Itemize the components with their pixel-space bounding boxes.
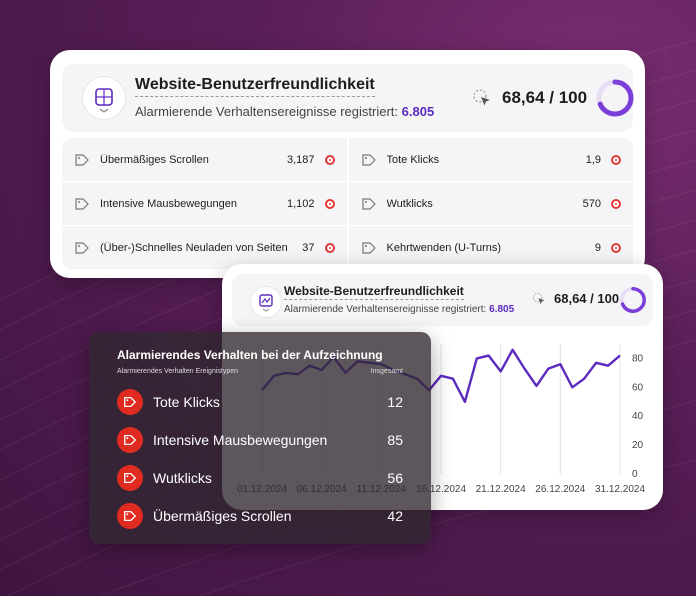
tag-icon [117,427,143,453]
metrics-row: Übermäßiges Scrollen 3,187 Tote Klicks 1… [62,138,633,182]
score-ring [620,287,646,313]
tag-icon [117,389,143,415]
y-tick-label: 0 [632,469,638,480]
behavior-label: Wutklicks [153,470,212,486]
metric-dead-clicks[interactable]: Tote Klicks 1,9 [346,138,633,182]
metric-excessive-scrolling[interactable]: Übermäßiges Scrollen 3,187 [62,138,347,182]
tag-icon [75,153,89,166]
column-header-total: Insgesamt [370,368,403,375]
metric-label: (Über-)Schnelles Neuladen von Seiten [100,241,288,254]
alert-dot-icon [324,198,335,209]
alert-dot-icon [611,242,621,253]
tag-icon [117,503,143,529]
behavior-row[interactable]: Tote Klicks 12 [117,388,403,416]
tag-icon [361,153,376,166]
usability-header: Website-Benutzerfreundlichkeit Alarmiere… [62,64,634,132]
metric-fast-reload[interactable]: (Über-)Schnelles Neuladen von Seiten 37 [62,226,347,270]
app-logo[interactable] [250,286,282,318]
y-tick-label: 20 [632,440,644,451]
metrics-row: (Über-)Schnelles Neuladen von Seiten 37 … [62,226,633,270]
alert-dot-icon [611,198,621,209]
behavior-total: 85 [387,432,403,448]
metric-value: 570 [582,197,601,210]
x-tick-label: 31.12.2024 [595,484,645,495]
score-ring [596,79,634,117]
tag-icon [361,197,376,210]
y-tick-label: 60 [632,382,644,393]
alert-dot-icon [324,154,335,165]
y-tick-label: 40 [632,411,644,422]
alert-dot-icon [324,242,335,253]
events-label: Alarmierende Verhaltensereignisse regist… [135,104,399,119]
metric-label: Intensive Mausbewegungen [100,197,237,210]
usability-card: Website-Benutzerfreundlichkeit Alarmiere… [50,50,645,278]
behavior-row[interactable]: Intensive Mausbewegungen 85 [117,426,403,454]
x-tick-label: 16.12.2024 [416,484,466,495]
behavior-label: Tote Klicks [153,394,220,410]
metric-label: Wutklicks [386,197,433,210]
tag-icon [75,241,89,254]
events-summary: Alarmierende Verhaltensereignisse regist… [135,104,434,119]
metric-value: 37 [302,241,315,254]
behavior-row[interactable]: Wutklicks 56 [117,464,403,492]
events-summary: Alarmierende Verhaltensereignisse regist… [284,304,514,315]
behavior-label: Intensive Mausbewegungen [153,432,328,448]
trend-icon [259,294,273,312]
y-tick-label: 80 [632,353,644,364]
alert-dot-icon [611,154,621,165]
tag-icon [117,465,143,491]
behavior-total: 42 [387,508,403,524]
x-tick-label: 26.12.2024 [535,484,585,495]
events-count: 6.805 [401,104,435,119]
events-label: Alarmierende Verhaltensereignisse regist… [284,304,487,315]
tag-icon [361,241,376,254]
tag-icon [75,197,89,210]
events-count: 6.805 [489,304,515,315]
metric-rage-clicks[interactable]: Wutklicks 570 [346,182,633,226]
metric-value: 1,9 [585,153,601,166]
recording-behavior-panel: Alarmierendes Verhalten bei der Aufzeich… [89,332,431,544]
panel-title: Alarmierendes Verhalten bei der Aufzeich… [117,348,383,362]
metric-label: Übermäßiges Scrollen [100,153,209,166]
app-logo[interactable] [82,76,126,120]
column-header-types: Alarmierendes Verhalten Ereignistypen [117,368,239,375]
cursor-click-icon [473,89,490,106]
frame-icon [95,88,113,113]
metrics-row: Intensive Mausbewegungen 1,102 Wutklicks… [62,182,633,226]
x-tick-label: 21.12.2024 [476,484,526,495]
chart-card-header: Website-Benutzerfreundlichkeit Alarmiere… [232,274,653,326]
cursor-click-icon [532,292,545,305]
metric-label: Tote Klicks [386,153,440,166]
behavior-total: 56 [387,470,403,486]
metrics-grid: Übermäßiges Scrollen 3,187 Tote Klicks 1… [62,138,633,270]
behavior-row[interactable]: Übermäßiges Scrollen 42 [117,502,403,530]
metric-value: 3,187 [286,153,315,166]
behavior-label: Übermäßiges Scrollen [153,508,292,524]
metric-label: Kehrtwenden (U-Turns) [386,241,502,254]
chart-card-title: Website-Benutzerfreundlichkeit [284,284,464,300]
metric-value: 9 [594,241,601,254]
score-value: 68,64 / 100 [554,291,620,306]
score-value: 68,64 / 100 [502,88,588,107]
metric-value: 1,102 [286,197,315,210]
behavior-total: 12 [387,394,403,410]
metric-mouse-movements[interactable]: Intensive Mausbewegungen 1,102 [62,182,347,226]
page-title: Website-Benutzerfreundlichkeit [135,76,375,97]
